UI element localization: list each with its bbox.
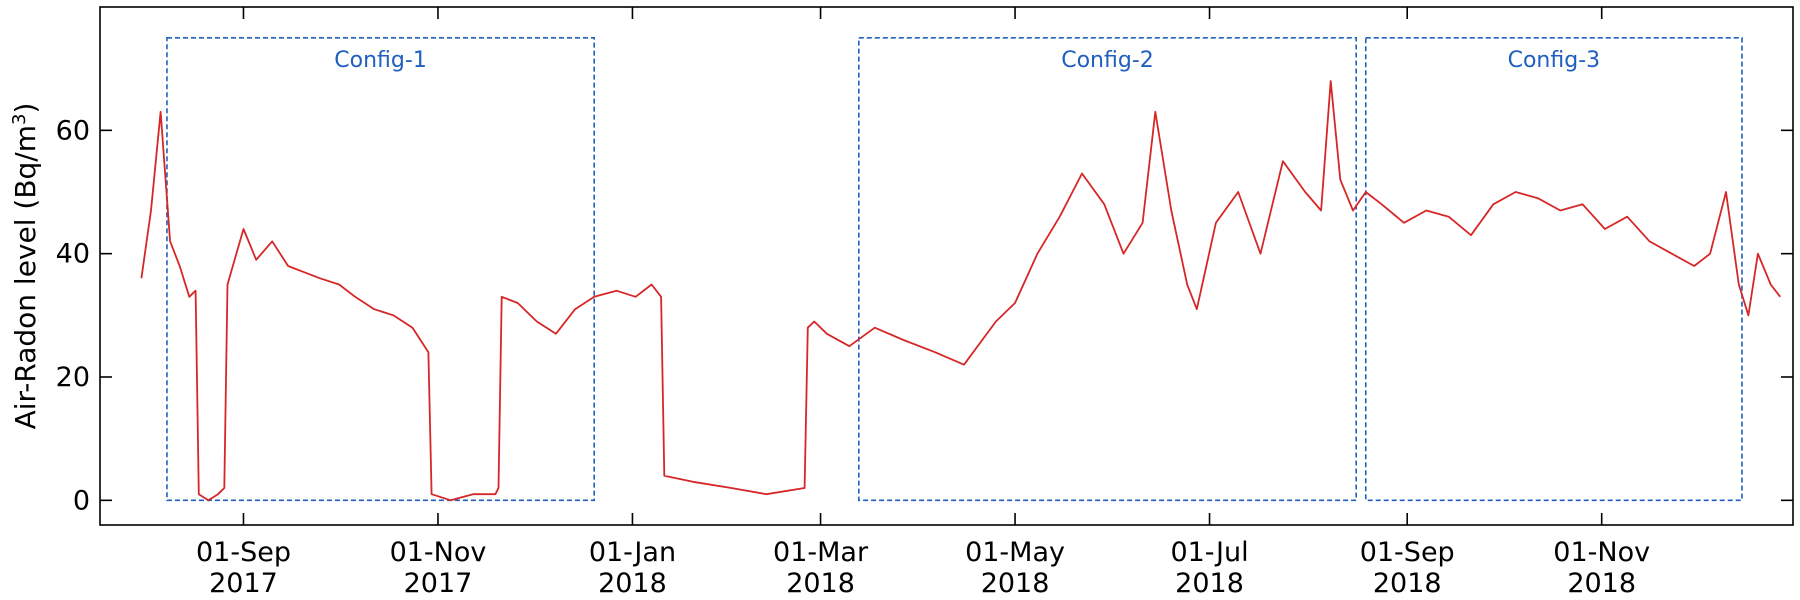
x-tick-label: 01-Jul 2018 <box>1170 537 1248 599</box>
x-tick-label: 01-Sep 2017 <box>196 537 291 599</box>
y-axis-label: Air-Radon level (Bq/m3) <box>9 103 42 430</box>
y-tick-label: 0 <box>73 485 90 516</box>
config-box-1 <box>166 37 595 502</box>
x-tick-label: 01-Nov 2018 <box>1553 537 1650 599</box>
x-tick-label: 01-Jan 2018 <box>589 537 676 599</box>
series-layer <box>140 80 1781 502</box>
y-tick-label: 40 <box>56 239 90 270</box>
y-tick-label: 20 <box>56 362 90 393</box>
config-box-3 <box>1364 37 1743 502</box>
config-box-2 <box>858 37 1357 502</box>
y-tick-label: 60 <box>56 115 90 146</box>
series-line-1 <box>140 80 1781 502</box>
x-tick-label: 01-May 2018 <box>965 537 1065 599</box>
y-axis-label-tail: ) <box>9 103 42 114</box>
x-tick-label: 01-Mar 2018 <box>773 537 869 599</box>
config-boxes: Config-1 Config-2 Config-3 <box>166 37 1743 502</box>
config-label-3: Config-3 <box>1508 48 1601 73</box>
plot-frame <box>99 6 1794 526</box>
axis-ticks: 0 20 40 60 01-Sep 2017 01-Nov 2017 01-Jan 2018 01-… <box>56 7 1793 599</box>
x-tick-label: 01-Nov 2017 <box>390 537 487 599</box>
config-label-1: Config-1 <box>334 48 427 73</box>
x-tick-label: 01-Sep 2018 <box>1360 537 1455 599</box>
config-label-2: Config-2 <box>1061 48 1154 73</box>
y-axis-label-superscript: 3 <box>9 114 30 125</box>
